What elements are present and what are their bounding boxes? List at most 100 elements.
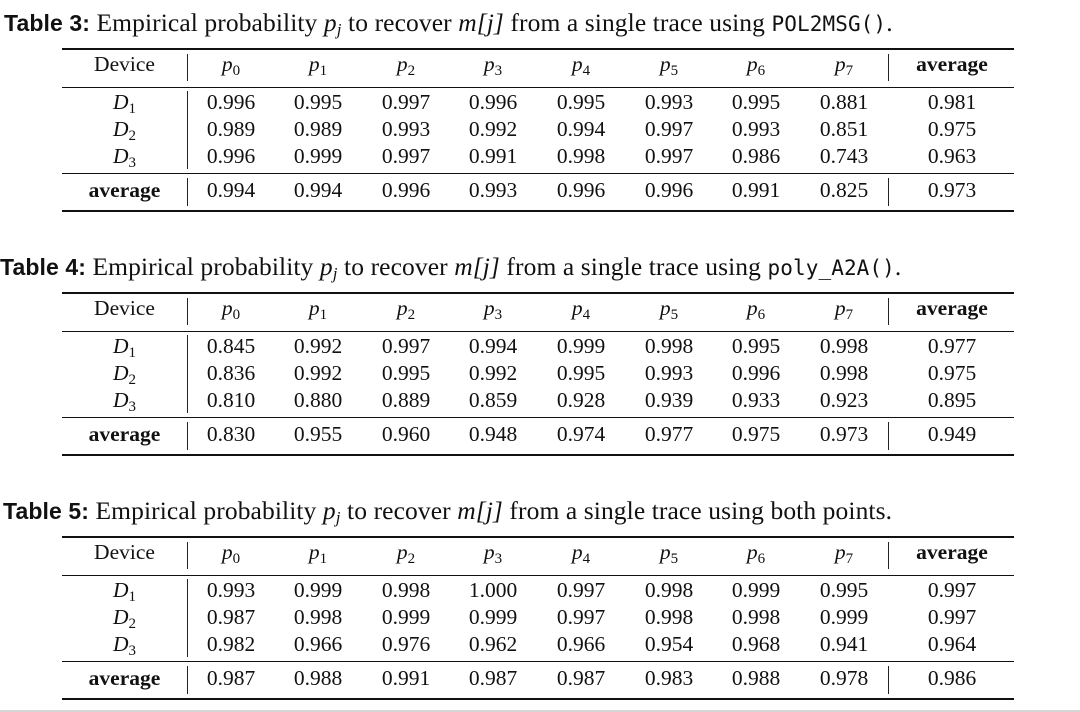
- table-5-block: Table 5: Empirical probability pj to rec…: [0, 494, 1080, 710]
- header-average: average: [916, 540, 988, 564]
- bottom-rule: [62, 698, 1014, 700]
- caption-text: Empirical probability: [89, 496, 323, 525]
- table-cell: 0.991: [468, 144, 518, 168]
- header-rule: [62, 87, 1014, 88]
- table-cell: 0.999: [293, 578, 343, 602]
- table-cell: 0.999: [819, 605, 869, 629]
- caption-end: .: [886, 8, 893, 37]
- row-device: D2: [112, 117, 137, 144]
- bottom-rule: [62, 210, 1014, 212]
- column-separator: [888, 298, 890, 325]
- caption-label: Table 4:: [0, 254, 87, 280]
- table-cell: 0.825: [819, 178, 869, 202]
- table-cell: 0.996: [731, 361, 781, 385]
- overall-average: 0.949: [927, 422, 977, 446]
- caption-text: from a single trace using both points.: [502, 496, 893, 525]
- table-cell: 0.941: [819, 632, 869, 656]
- header-p0: p0: [221, 52, 241, 79]
- column-separator: [187, 54, 189, 81]
- table-cell: 0.996: [556, 178, 606, 202]
- column-separator: [888, 666, 890, 694]
- header-p7: p7: [834, 52, 854, 79]
- table-cell: 0.997: [556, 605, 606, 629]
- header-p3: p3: [483, 540, 503, 567]
- table-cell: 0.995: [819, 578, 869, 602]
- table-cell: 0.992: [293, 361, 343, 385]
- table-row: D2 0.836 0.992 0.995 0.992 0.995 0.993 0…: [62, 360, 1014, 388]
- overall-average: 0.973: [927, 178, 977, 202]
- header-average: average: [916, 296, 988, 320]
- table-cell: 0.993: [381, 117, 431, 141]
- table-cell: 0.830: [206, 422, 256, 446]
- table-cell: 0.889: [381, 388, 431, 412]
- column-separator: [888, 54, 890, 81]
- caption-end: .: [894, 252, 902, 281]
- table-cell: 0.995: [731, 334, 781, 358]
- header-p5: p5: [659, 540, 679, 567]
- header-p2: p2: [396, 540, 416, 567]
- table-row: D3 0.996 0.999 0.997 0.991 0.998 0.997 0…: [62, 143, 1014, 171]
- table-cell: 0.998: [644, 605, 694, 629]
- row-average: 0.895: [927, 388, 977, 412]
- table-cell: 0.987: [206, 605, 256, 629]
- header-p5: p5: [659, 52, 679, 79]
- table-cell: 0.978: [819, 666, 869, 690]
- average-row-label: average: [88, 666, 161, 690]
- table-cell: 0.968: [731, 632, 781, 656]
- header-p6: p6: [746, 52, 766, 79]
- table-cell: 0.991: [731, 178, 781, 202]
- average-row-label: average: [88, 422, 161, 446]
- table-cell: 0.993: [644, 361, 694, 385]
- table-cell: 0.996: [468, 90, 518, 114]
- header-p4: p4: [571, 540, 591, 567]
- table-cell: 0.992: [293, 334, 343, 358]
- row-device: D3: [112, 144, 137, 171]
- header-p7: p7: [834, 296, 854, 323]
- row-device: D2: [112, 605, 137, 632]
- table-caption: Table 3: Empirical probability pj to rec…: [0, 6, 1080, 40]
- caption-subscript: j: [332, 264, 338, 283]
- header-p3: p3: [483, 52, 503, 79]
- header-p1: p1: [308, 540, 328, 567]
- table-cell: 0.962: [468, 632, 518, 656]
- column-separator: [187, 542, 189, 569]
- table-cell: 0.881: [819, 90, 869, 114]
- table-cell: 0.982: [206, 632, 256, 656]
- row-average: 0.975: [927, 117, 977, 141]
- caption-text: Empirical probability: [90, 8, 324, 37]
- table-cell: 0.948: [468, 422, 518, 446]
- table-3-block: Table 3: Empirical probability pj to rec…: [0, 6, 1080, 222]
- table-cell: 0.987: [206, 666, 256, 690]
- caption-message-symbol: m[j]: [458, 8, 504, 37]
- table-cell: 0.991: [381, 666, 431, 690]
- header-row: Device p0 p1 p2 p3 p4 p5 p6 p7 average: [62, 295, 1014, 323]
- header-p6: p6: [746, 296, 766, 323]
- column-separator: [888, 422, 890, 450]
- table-row: D3 0.810 0.880 0.889 0.859 0.928 0.939 0…: [62, 387, 1014, 415]
- table-cell: 0.988: [293, 666, 343, 690]
- table-cell: 0.993: [644, 90, 694, 114]
- header-p3: p3: [483, 296, 503, 323]
- header-p1: p1: [308, 52, 328, 79]
- average-row: average 0.994 0.994 0.996 0.993 0.996 0.…: [62, 177, 1014, 204]
- table-cell: 0.993: [731, 117, 781, 141]
- caption-text: to recover: [341, 8, 459, 37]
- table-cell: 0.851: [819, 117, 869, 141]
- column-separator: [187, 178, 189, 206]
- top-rule: [62, 48, 1014, 50]
- header-p2: p2: [396, 52, 416, 79]
- header-device: Device: [94, 540, 155, 564]
- table-cell: 0.810: [206, 388, 256, 412]
- table-cell: 0.997: [556, 578, 606, 602]
- row-average: 0.963: [927, 144, 977, 168]
- table-cell: 0.939: [644, 388, 694, 412]
- table-cell: 0.995: [381, 361, 431, 385]
- table-row: D2 0.989 0.989 0.993 0.992 0.994 0.997 0…: [62, 116, 1014, 144]
- results-table: Device p0 p1 p2 p3 p4 p5 p6 p7 average D…: [62, 40, 1014, 222]
- row-device: D1: [112, 578, 137, 605]
- caption-message-symbol: m[j]: [454, 252, 500, 281]
- table-cell: 0.999: [381, 605, 431, 629]
- table-cell: 0.997: [381, 334, 431, 358]
- header-p1: p1: [308, 296, 328, 323]
